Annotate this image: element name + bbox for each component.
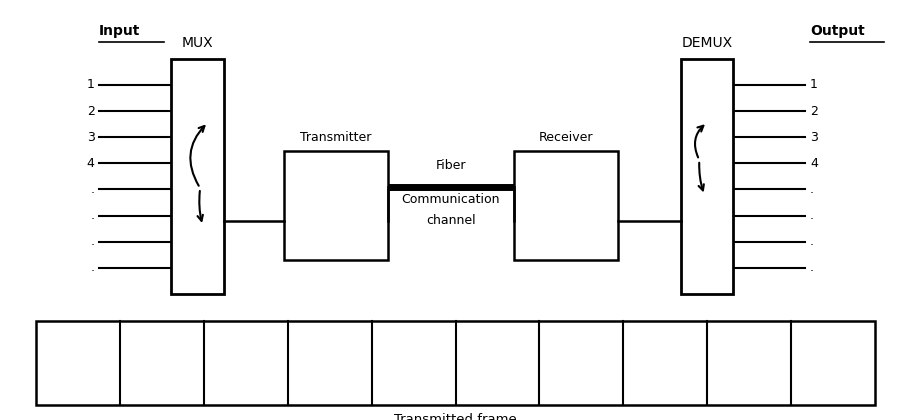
Text: 1: 1	[158, 372, 166, 385]
Text: Input: Input	[228, 347, 263, 360]
Text: Transmitter: Transmitter	[300, 131, 372, 144]
Bar	[171, 59, 224, 294]
Text: .: .	[810, 209, 814, 222]
Text: Transmitted frame: Transmitted frame	[394, 413, 517, 420]
Text: Input: Input	[480, 347, 515, 360]
Text: 4: 4	[810, 157, 818, 170]
Text: .: .	[91, 235, 95, 248]
Bar	[681, 59, 733, 294]
Text: 6: 6	[577, 372, 585, 385]
Text: Output: Output	[810, 24, 865, 38]
Text: Input: Input	[564, 347, 599, 360]
Bar	[36, 321, 875, 405]
Text: Fiber: Fiber	[436, 159, 466, 172]
Text: Stop
frame: Stop frame	[815, 349, 851, 377]
Text: 2: 2	[810, 105, 818, 118]
Text: 2: 2	[242, 372, 250, 385]
Bar	[514, 151, 618, 260]
Text: channel: channel	[426, 214, 476, 227]
Text: Communication: Communication	[401, 193, 501, 206]
Text: .: .	[91, 209, 95, 222]
Text: Input: Input	[648, 347, 683, 360]
Text: .: .	[91, 261, 95, 274]
Text: 1: 1	[87, 79, 95, 92]
Text: Input: Input	[312, 347, 347, 360]
Text: 4: 4	[87, 157, 95, 170]
Text: Start
frame: Start frame	[60, 349, 96, 377]
Text: .: .	[810, 183, 814, 196]
Text: 3: 3	[810, 131, 818, 144]
Text: Input: Input	[99, 24, 141, 38]
Bar	[284, 151, 388, 260]
Text: .: .	[810, 235, 814, 248]
Text: MUX: MUX	[181, 37, 214, 50]
Text: 3: 3	[326, 372, 334, 385]
Text: 3: 3	[87, 131, 95, 144]
Text: .: .	[810, 261, 814, 274]
Text: Input: Input	[144, 347, 179, 360]
Text: Input: Input	[396, 347, 431, 360]
Text: 5: 5	[493, 372, 502, 385]
Text: Receiver: Receiver	[538, 131, 594, 144]
Text: .: .	[91, 183, 95, 196]
Text: Input: Input	[732, 347, 767, 360]
Text: 7: 7	[661, 372, 669, 385]
Text: 1: 1	[810, 79, 818, 92]
Text: DEMUX: DEMUX	[682, 37, 732, 50]
Text: 8: 8	[745, 372, 753, 385]
Text: 2: 2	[87, 105, 95, 118]
Text: 4: 4	[410, 372, 418, 385]
